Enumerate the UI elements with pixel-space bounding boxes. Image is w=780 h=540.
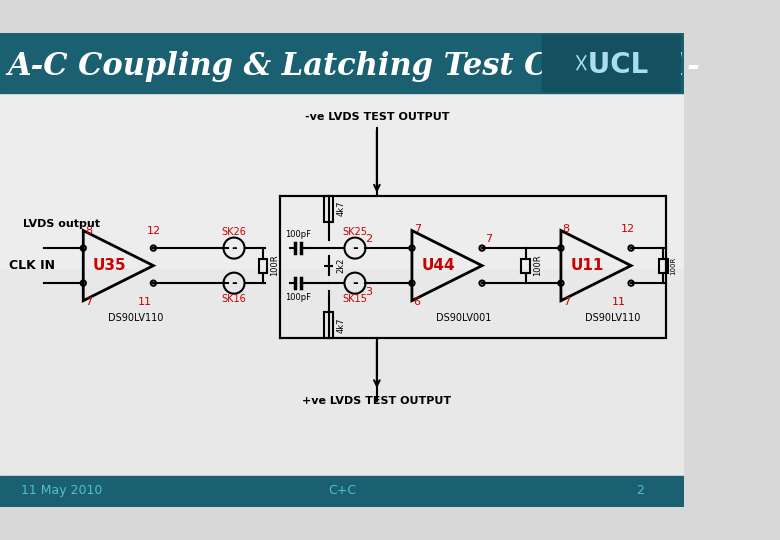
Text: +ve LVDS TEST OUTPUT: +ve LVDS TEST OUTPUT [303, 396, 452, 407]
Text: 12: 12 [147, 226, 161, 235]
Bar [258, 259, 268, 273]
Text: -: - [352, 276, 358, 290]
Text: 7: 7 [484, 234, 492, 244]
Text: DS90LV110: DS90LV110 [108, 313, 163, 323]
Text: 100R: 100R [533, 255, 542, 276]
Text: 11: 11 [612, 298, 626, 307]
Text: 12: 12 [621, 224, 635, 234]
Text: U44: U44 [421, 258, 455, 273]
Text: 7: 7 [562, 298, 570, 307]
Text: A-C Coupling & Latching Test Circuit -1-: A-C Coupling & Latching Test Circuit -1- [7, 51, 700, 82]
Text: U11: U11 [570, 258, 604, 273]
Bar [0, 93, 683, 476]
Bar [522, 259, 530, 273]
Text: 8: 8 [85, 226, 92, 235]
Text: SK26: SK26 [222, 227, 246, 237]
Text: 2k2: 2k2 [336, 258, 346, 273]
Text: 100pF: 100pF [285, 293, 311, 302]
Text: 100R: 100R [270, 255, 279, 276]
Text: SK16: SK16 [222, 294, 246, 304]
Bar [324, 195, 333, 222]
Text: DS90LV110: DS90LV110 [586, 313, 641, 323]
Bar [0, 33, 683, 93]
Text: 100R: 100R [671, 256, 676, 275]
Bar [324, 312, 333, 339]
Text: 6: 6 [413, 298, 420, 307]
Text: U35: U35 [93, 258, 126, 273]
Text: SK15: SK15 [342, 294, 367, 304]
Text: ☓UCL: ☓UCL [574, 51, 650, 79]
Bar [0, 93, 683, 268]
Text: LVDS output: LVDS output [23, 219, 100, 230]
Text: -ve LVDS TEST OUTPUT: -ve LVDS TEST OUTPUT [305, 112, 449, 123]
Text: C+C: C+C [328, 484, 356, 497]
Text: 11: 11 [137, 298, 151, 307]
Text: SK25: SK25 [342, 227, 367, 237]
Bar [659, 259, 668, 273]
Text: 7: 7 [413, 224, 421, 234]
Text: -: - [231, 276, 237, 290]
Bar [0, 476, 683, 507]
Text: 8: 8 [562, 224, 570, 234]
Bar [281, 195, 666, 339]
Text: 2: 2 [636, 484, 643, 497]
Text: DS90LV001: DS90LV001 [437, 313, 492, 323]
Text: 11 May 2010: 11 May 2010 [20, 484, 102, 497]
Bar [541, 35, 680, 91]
Text: 4k7: 4k7 [336, 201, 346, 217]
Text: -: - [352, 241, 358, 255]
Text: 4k7: 4k7 [336, 318, 346, 333]
Text: 2: 2 [366, 234, 373, 244]
Text: 100pF: 100pF [285, 230, 311, 239]
Text: CLK IN: CLK IN [9, 259, 55, 272]
Text: 3: 3 [366, 287, 373, 297]
Text: 7: 7 [85, 298, 92, 307]
Text: -: - [231, 241, 237, 255]
